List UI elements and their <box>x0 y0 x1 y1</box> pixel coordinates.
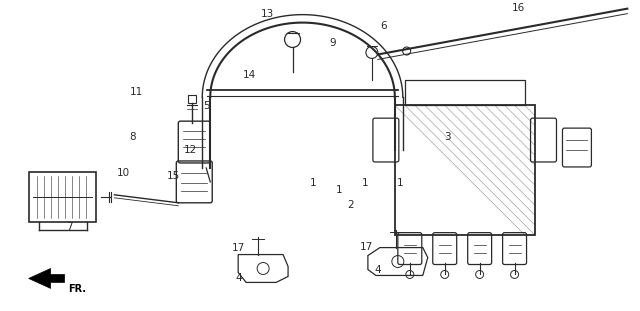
Text: 9: 9 <box>330 38 336 48</box>
Text: 17: 17 <box>232 244 246 253</box>
Text: 14: 14 <box>243 70 257 80</box>
Circle shape <box>403 47 411 55</box>
Bar <box>405 80 525 105</box>
Text: 4: 4 <box>235 273 241 283</box>
Text: 13: 13 <box>261 9 275 19</box>
Bar <box>29 172 97 222</box>
Text: 2: 2 <box>348 200 354 210</box>
Text: 1: 1 <box>310 179 317 188</box>
Text: 17: 17 <box>360 242 373 252</box>
Polygon shape <box>29 268 65 288</box>
Text: 3: 3 <box>444 132 451 142</box>
Text: 1: 1 <box>362 179 368 188</box>
Text: FR.: FR. <box>68 285 86 295</box>
Bar <box>188 95 196 103</box>
Text: 16: 16 <box>511 3 525 13</box>
Text: 15: 15 <box>166 171 180 181</box>
Text: 7: 7 <box>66 222 72 232</box>
Text: 8: 8 <box>129 132 136 142</box>
Text: 10: 10 <box>116 168 130 178</box>
Text: 12: 12 <box>184 145 197 155</box>
Text: 1: 1 <box>336 184 342 195</box>
Text: 1: 1 <box>397 179 403 188</box>
Text: 11: 11 <box>130 87 143 97</box>
Text: 4: 4 <box>374 265 381 275</box>
Text: 5: 5 <box>204 101 211 111</box>
Text: 6: 6 <box>381 21 387 31</box>
Bar <box>395 105 534 234</box>
